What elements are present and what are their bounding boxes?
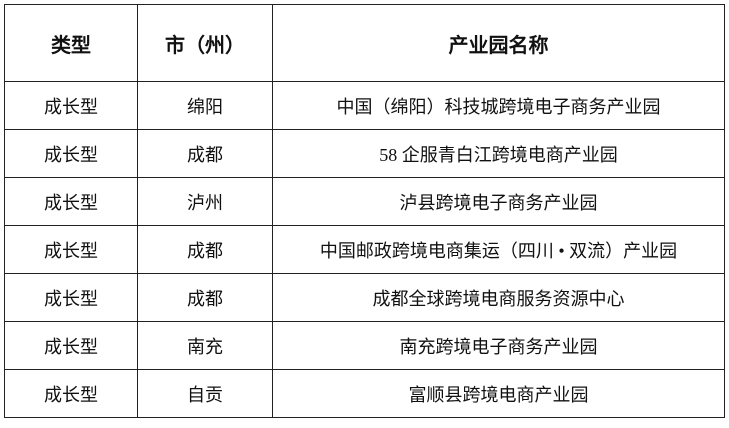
cell-city: 南充: [137, 321, 273, 370]
header-type: 类型: [4, 4, 138, 82]
cell-park-name: 泸县跨境电子商务产业园: [272, 177, 725, 226]
table-row: 成长型 成都 成都全球跨境电商服务资源中心: [4, 273, 725, 322]
cell-type: 成长型: [4, 369, 138, 418]
header-city: 市（州）: [137, 4, 273, 82]
table-row: 成长型 泸州 泸县跨境电子商务产业园: [4, 177, 725, 226]
cell-type: 成长型: [4, 273, 138, 322]
cell-type: 成长型: [4, 129, 138, 178]
cell-type: 成长型: [4, 81, 138, 130]
cell-city: 成都: [137, 273, 273, 322]
cell-city: 绵阳: [137, 81, 273, 130]
table-row: 成长型 自贡 富顺县跨境电商产业园: [4, 369, 725, 418]
table-row: 成长型 成都 58 企服青白江跨境电商产业园: [4, 129, 725, 178]
table-row: 成长型 成都 中国邮政跨境电商集运（四川 • 双流）产业园: [4, 225, 725, 274]
industrial-park-table: 类型 市（州） 产业园名称 成长型 绵阳 中国（绵阳）科技城跨境电子商务产业园 成长型…: [4, 4, 725, 418]
cell-type: 成长型: [4, 321, 138, 370]
header-row: 类型 市（州） 产业园名称: [4, 4, 725, 82]
cell-city: 成都: [137, 225, 273, 274]
cell-city: 自贡: [137, 369, 273, 418]
header-park-name: 产业园名称: [272, 4, 725, 82]
cell-city: 泸州: [137, 177, 273, 226]
cell-city: 成都: [137, 129, 273, 178]
cell-park-name: 中国（绵阳）科技城跨境电子商务产业园: [272, 81, 725, 130]
table-row: 成长型 南充 南充跨境电子商务产业园: [4, 321, 725, 370]
cell-park-name: 成都全球跨境电商服务资源中心: [272, 273, 725, 322]
cell-type: 成长型: [4, 225, 138, 274]
cell-park-name: 富顺县跨境电商产业园: [272, 369, 725, 418]
table-row: 成长型 绵阳 中国（绵阳）科技城跨境电子商务产业园: [4, 81, 725, 130]
cell-park-name: 中国邮政跨境电商集运（四川 • 双流）产业园: [272, 225, 725, 274]
cell-type: 成长型: [4, 177, 138, 226]
cell-park-name: 南充跨境电子商务产业园: [272, 321, 725, 370]
cell-park-name: 58 企服青白江跨境电商产业园: [272, 129, 725, 178]
